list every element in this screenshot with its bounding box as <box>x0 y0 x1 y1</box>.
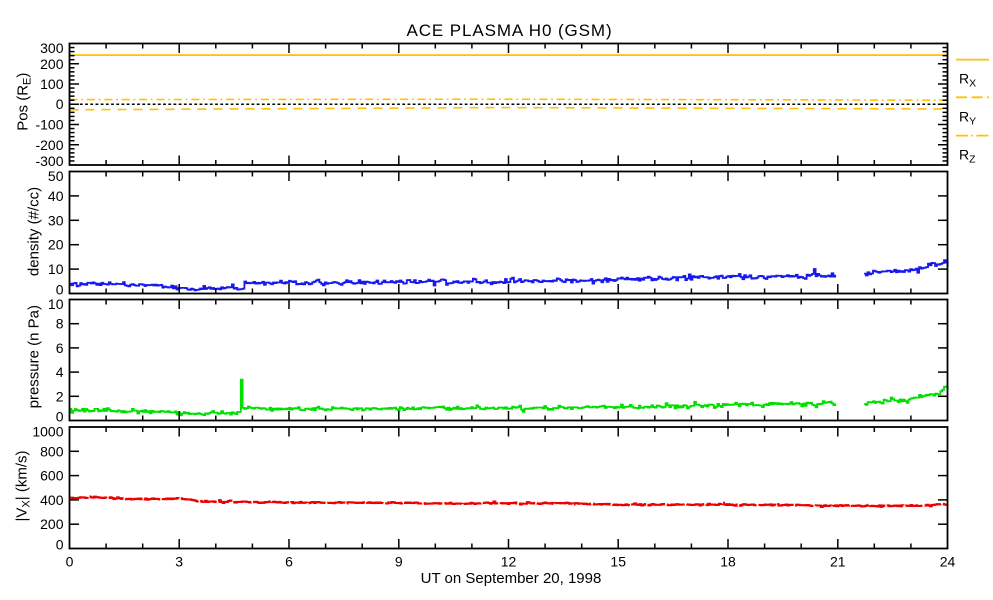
svg-text:3: 3 <box>175 554 183 570</box>
svg-text:ACE PLASMA H0 (GSM): ACE PLASMA H0 (GSM) <box>406 21 612 40</box>
svg-text:8: 8 <box>56 316 64 332</box>
svg-text:40: 40 <box>48 188 64 204</box>
svg-text:0: 0 <box>56 96 64 112</box>
svg-text:800: 800 <box>40 443 64 459</box>
svg-text:0: 0 <box>56 409 64 425</box>
svg-text:18: 18 <box>720 554 736 570</box>
svg-text:0: 0 <box>66 554 74 570</box>
svg-text:10: 10 <box>48 261 64 277</box>
svg-text:24: 24 <box>940 554 956 570</box>
svg-text:0: 0 <box>56 537 64 553</box>
svg-text:100: 100 <box>40 76 64 92</box>
svg-text:-200: -200 <box>35 137 63 153</box>
svg-text:400: 400 <box>40 492 64 508</box>
svg-text:30: 30 <box>48 212 64 228</box>
svg-text:-100: -100 <box>35 117 63 133</box>
svg-text:21: 21 <box>830 554 846 570</box>
svg-text:2: 2 <box>56 388 64 404</box>
svg-text:20: 20 <box>48 237 64 253</box>
svg-text:15: 15 <box>610 554 626 570</box>
svg-text:|VX| (km/s): |VX| (km/s) <box>14 451 33 522</box>
svg-text:200: 200 <box>40 516 64 532</box>
svg-text:0: 0 <box>56 282 64 298</box>
svg-text:1000: 1000 <box>32 424 63 440</box>
svg-text:UT on September 20, 1998: UT on September 20, 1998 <box>421 570 602 587</box>
svg-text:6: 6 <box>285 554 293 570</box>
svg-text:600: 600 <box>40 468 64 484</box>
svg-text:9: 9 <box>395 554 403 570</box>
svg-text:200: 200 <box>40 56 64 72</box>
svg-text:Pos (RE): Pos (RE) <box>15 73 34 131</box>
svg-text:4: 4 <box>56 364 64 380</box>
svg-text:6: 6 <box>56 340 64 356</box>
svg-text:10: 10 <box>48 296 64 312</box>
svg-text:pressure (n Pa): pressure (n Pa) <box>26 305 43 408</box>
svg-text:50: 50 <box>48 168 64 184</box>
svg-text:density (#/cc): density (#/cc) <box>26 187 43 276</box>
svg-text:300: 300 <box>40 40 64 56</box>
svg-text:-300: -300 <box>35 153 63 169</box>
svg-text:12: 12 <box>501 554 517 570</box>
